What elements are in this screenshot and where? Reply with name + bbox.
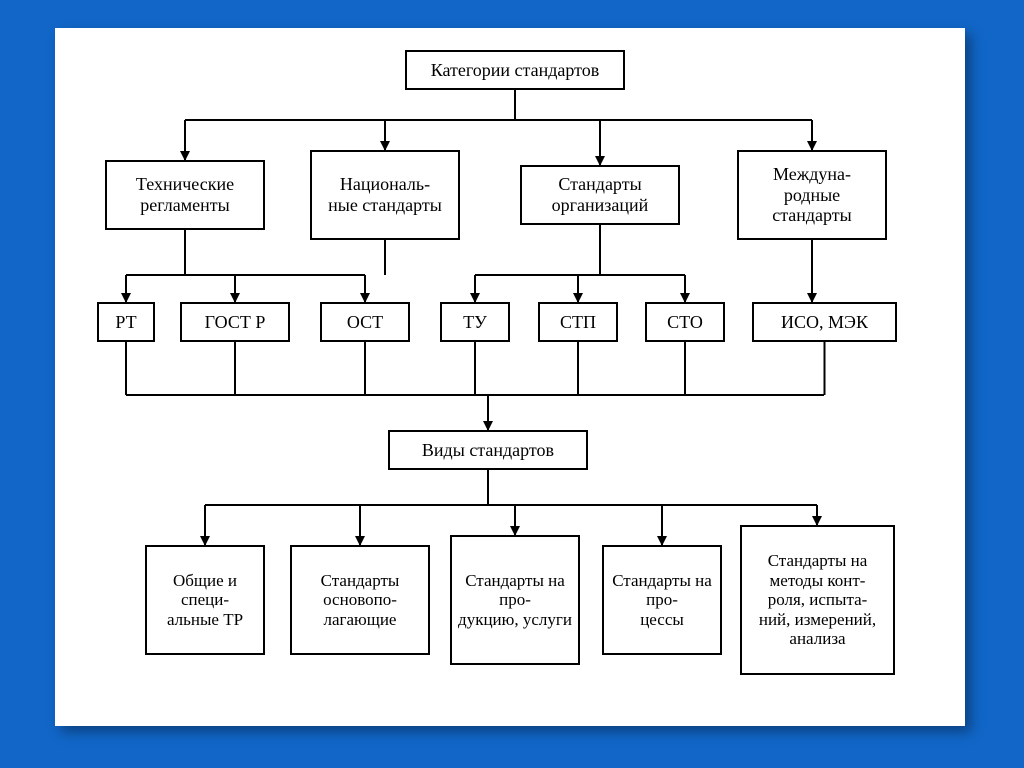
node-cat1: Технические регламенты [105, 160, 265, 230]
node-label: ИСО, МЭК [781, 312, 868, 333]
node-label: ГОСТ Р [205, 312, 266, 333]
node-t2: Стандарты основопо- лагающие [290, 545, 430, 655]
node-label: Стандарты на методы конт- роля, испыта- … [748, 551, 887, 649]
node-label: Стандарты на про- дукцию, услуги [458, 571, 572, 630]
node-tu: ТУ [440, 302, 510, 342]
node-ost: ОСТ [320, 302, 410, 342]
node-label: Категории стандартов [431, 60, 600, 81]
node-t1: Общие и специ- альные ТР [145, 545, 265, 655]
node-label: Технические регламенты [113, 174, 257, 215]
node-label: Стандарты основопо- лагающие [298, 571, 422, 630]
node-cat4: Междуна- родные стандарты [737, 150, 887, 240]
node-t4: Стандарты на про- цессы [602, 545, 722, 655]
node-label: СТП [560, 312, 596, 333]
diagram-panel: Категории стандартов Технические регламен… [55, 28, 965, 726]
node-sto: СТО [645, 302, 725, 342]
node-label: РТ [115, 312, 136, 333]
node-label: Националь- ные стандарты [328, 174, 442, 215]
node-t3: Стандарты на про- дукцию, услуги [450, 535, 580, 665]
node-types: Виды стандартов [388, 430, 588, 470]
node-cat3: Стандарты организаций [520, 165, 680, 225]
node-iso: ИСО, МЭК [752, 302, 897, 342]
node-root: Категории стандартов [405, 50, 625, 90]
node-label: СТО [667, 312, 703, 333]
node-cat2: Националь- ные стандарты [310, 150, 460, 240]
node-label: Стандарты организаций [528, 174, 672, 215]
node-t5: Стандарты на методы конт- роля, испыта- … [740, 525, 895, 675]
node-label: Виды стандартов [422, 440, 554, 461]
node-label: Общие и специ- альные ТР [153, 571, 257, 630]
node-rt: РТ [97, 302, 155, 342]
node-label: ОСТ [347, 312, 383, 333]
node-label: ТУ [463, 312, 487, 333]
node-stp: СТП [538, 302, 618, 342]
node-label: Междуна- родные стандарты [745, 164, 879, 226]
node-gostr: ГОСТ Р [180, 302, 290, 342]
node-label: Стандарты на про- цессы [610, 571, 714, 630]
